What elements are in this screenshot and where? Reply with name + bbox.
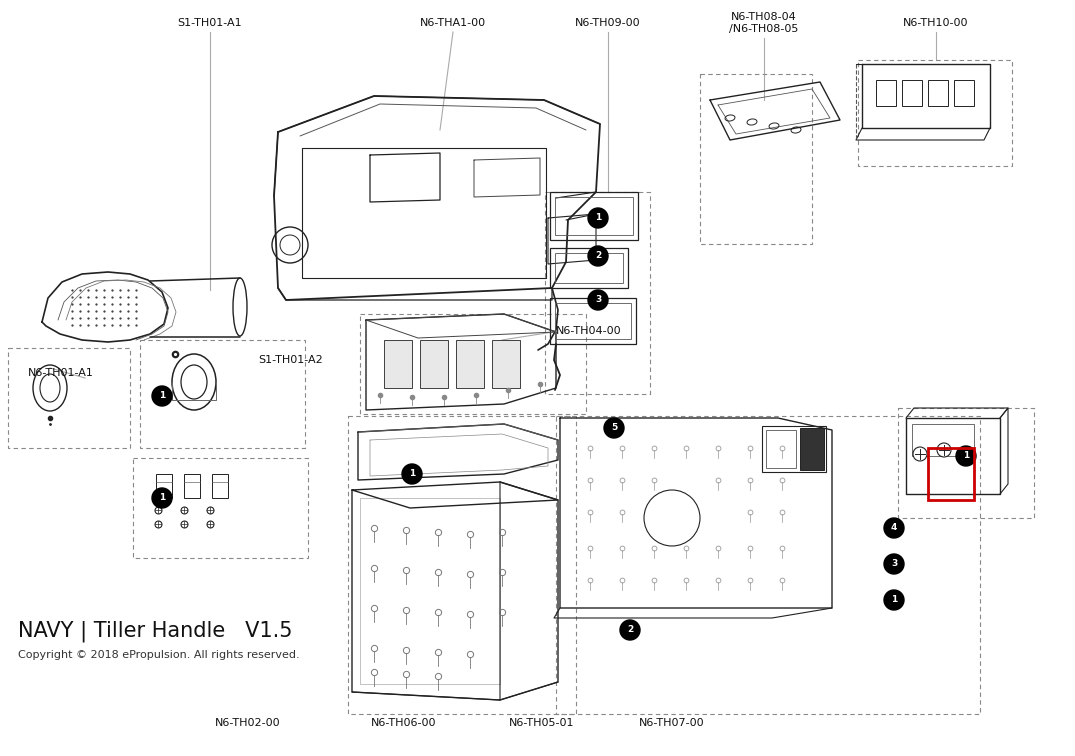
Circle shape (620, 620, 640, 640)
Text: N6-TH04-00: N6-TH04-00 (556, 326, 621, 336)
Bar (492, 340, 520, 388)
Bar (348, 416, 576, 714)
Bar (212, 474, 228, 498)
Text: Copyright © 2018 ePropulsion. All rights reserved.: Copyright © 2018 ePropulsion. All rights… (18, 650, 300, 660)
Bar (550, 248, 628, 288)
Bar (550, 298, 636, 344)
Bar (555, 303, 631, 339)
Text: 1: 1 (594, 213, 601, 222)
Text: 4: 4 (891, 523, 898, 532)
Circle shape (588, 246, 608, 266)
Text: N6-TH06-00: N6-TH06-00 (371, 718, 436, 728)
Text: N6-TH10-00: N6-TH10-00 (903, 18, 969, 28)
Bar (550, 192, 637, 240)
Bar (912, 424, 974, 456)
Text: 1: 1 (891, 596, 898, 605)
Bar (800, 428, 825, 470)
Circle shape (604, 418, 624, 438)
Bar (902, 80, 922, 106)
Text: 1: 1 (408, 469, 415, 479)
Text: N6-TH01-A1: N6-TH01-A1 (28, 368, 94, 378)
Text: N6-TH09-00: N6-TH09-00 (575, 18, 641, 28)
Bar (555, 253, 624, 283)
Circle shape (884, 518, 904, 538)
Text: 1: 1 (159, 494, 166, 503)
Text: 2: 2 (594, 252, 601, 261)
Bar (456, 340, 484, 388)
Bar (384, 340, 412, 388)
Text: S1-TH01-A1: S1-TH01-A1 (177, 18, 242, 28)
Bar (858, 60, 1012, 166)
Text: N6-TH07-00: N6-TH07-00 (640, 718, 705, 728)
Text: N6-TH08-04
/N6-TH08-05: N6-TH08-04 /N6-TH08-05 (729, 12, 799, 33)
Circle shape (913, 447, 927, 461)
Circle shape (884, 554, 904, 574)
Text: 1: 1 (963, 451, 970, 460)
Bar (555, 197, 633, 235)
Circle shape (152, 488, 172, 508)
Circle shape (588, 290, 608, 310)
Circle shape (884, 590, 904, 610)
Bar (898, 408, 1034, 518)
Text: N6-TH05-01: N6-TH05-01 (510, 718, 575, 728)
Bar (156, 474, 172, 498)
Bar (928, 80, 948, 106)
Text: 3: 3 (594, 296, 601, 305)
Bar (876, 80, 895, 106)
Bar (556, 416, 980, 714)
Circle shape (937, 443, 951, 457)
Bar (140, 340, 305, 448)
Bar (762, 426, 826, 472)
Bar (184, 474, 200, 498)
Bar (545, 192, 650, 394)
Text: N6-TH02-00: N6-TH02-00 (215, 718, 281, 728)
Text: 5: 5 (611, 423, 617, 432)
Text: S1-TH01-A2: S1-TH01-A2 (258, 355, 322, 365)
Text: NAVY | Tiller Handle   V1.5: NAVY | Tiller Handle V1.5 (18, 620, 292, 642)
Bar (8, 348, 130, 448)
Text: N6-THA1-00: N6-THA1-00 (420, 18, 486, 28)
Bar (420, 340, 448, 388)
Circle shape (956, 446, 976, 466)
Bar (766, 430, 795, 468)
Bar (700, 74, 812, 244)
Circle shape (402, 464, 422, 484)
Bar (954, 80, 974, 106)
Text: 2: 2 (627, 625, 633, 634)
Text: 1: 1 (159, 392, 166, 401)
Bar (360, 498, 500, 684)
Bar (133, 458, 309, 558)
Circle shape (588, 208, 608, 228)
Circle shape (152, 386, 172, 406)
Bar (360, 314, 586, 414)
Text: 3: 3 (891, 559, 898, 569)
Bar (928, 448, 974, 500)
